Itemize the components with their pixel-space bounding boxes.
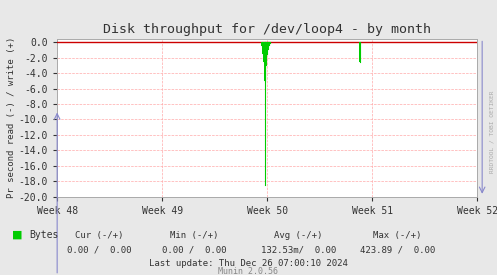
- Text: 0.00 /  0.00: 0.00 / 0.00: [162, 246, 226, 255]
- Y-axis label: Pr second read (-) / write (+): Pr second read (-) / write (+): [7, 37, 16, 198]
- Text: Min (-/+): Min (-/+): [169, 231, 218, 240]
- Text: 423.89 /  0.00: 423.89 / 0.00: [360, 246, 435, 255]
- Text: Cur (-/+): Cur (-/+): [75, 231, 124, 240]
- Text: Last update: Thu Dec 26 07:00:10 2024: Last update: Thu Dec 26 07:00:10 2024: [149, 259, 348, 268]
- Text: Max (-/+): Max (-/+): [373, 231, 422, 240]
- Text: RRDTOOL / TOBI OETIKER: RRDTOOL / TOBI OETIKER: [490, 91, 495, 173]
- Text: Munin 2.0.56: Munin 2.0.56: [219, 267, 278, 275]
- Text: Avg (-/+): Avg (-/+): [274, 231, 323, 240]
- Text: 132.53m/  0.00: 132.53m/ 0.00: [260, 246, 336, 255]
- Text: ■: ■: [12, 230, 23, 240]
- Text: 0.00 /  0.00: 0.00 / 0.00: [67, 246, 132, 255]
- Title: Disk throughput for /dev/loop4 - by month: Disk throughput for /dev/loop4 - by mont…: [103, 23, 431, 36]
- Text: Bytes: Bytes: [29, 230, 58, 240]
